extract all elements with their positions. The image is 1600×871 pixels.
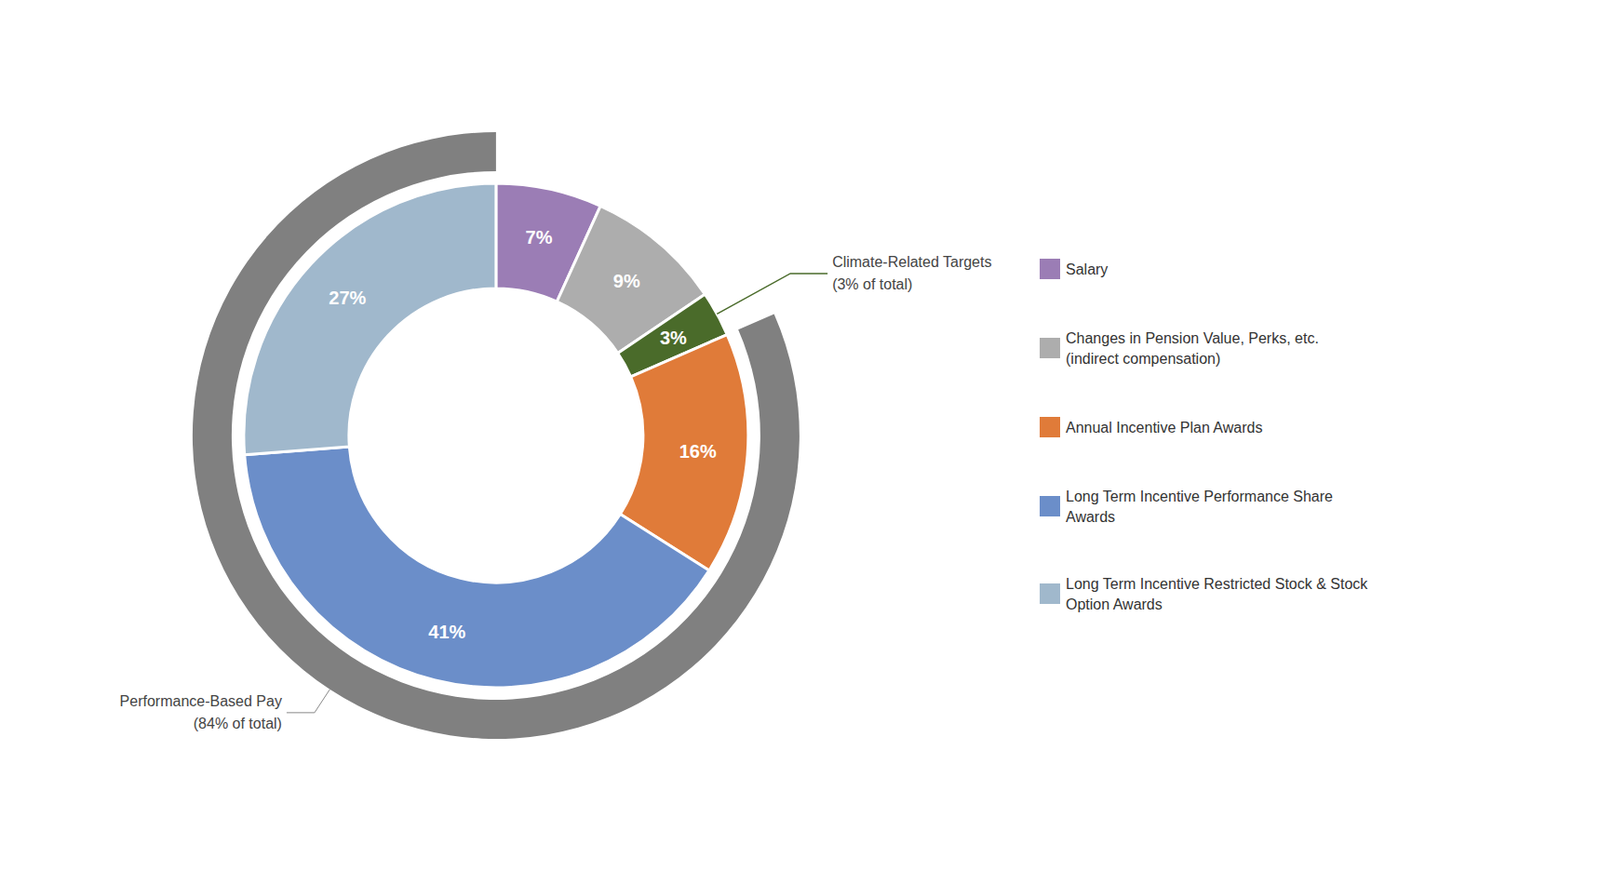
svg-text:Awards: Awards (1065, 509, 1116, 525)
svg-text:(84% of total): (84% of total) (193, 715, 283, 732)
svg-text:Climate-Related Targets: Climate-Related Targets (832, 254, 992, 270)
svg-text:Option Awards: Option Awards (1065, 596, 1163, 613)
svg-text:9%: 9% (613, 270, 641, 292)
svg-text:Performance-Based Pay: Performance-Based Pay (120, 693, 283, 710)
svg-text:16%: 16% (679, 441, 717, 462)
svg-text:Long Term Incentive Performanc: Long Term Incentive Performance Share (1065, 488, 1333, 505)
svg-text:(3% of total): (3% of total) (832, 276, 913, 293)
svg-text:Long Term Incentive Restricted: Long Term Incentive Restricted Stock & S… (1065, 576, 1369, 592)
svg-text:Changes in Pension Value, Perk: Changes in Pension Value, Perks, etc. (1065, 330, 1319, 347)
svg-text:27%: 27% (328, 287, 366, 309)
svg-text:7%: 7% (525, 227, 553, 248)
svg-text:Salary: Salary (1065, 261, 1108, 278)
svg-text:Annual Incentive Plan Awards: Annual Incentive Plan Awards (1065, 419, 1263, 436)
svg-text:41%: 41% (428, 621, 466, 643)
svg-text:(indirect compensation): (indirect compensation) (1065, 350, 1221, 367)
svg-text:3%: 3% (659, 327, 687, 349)
